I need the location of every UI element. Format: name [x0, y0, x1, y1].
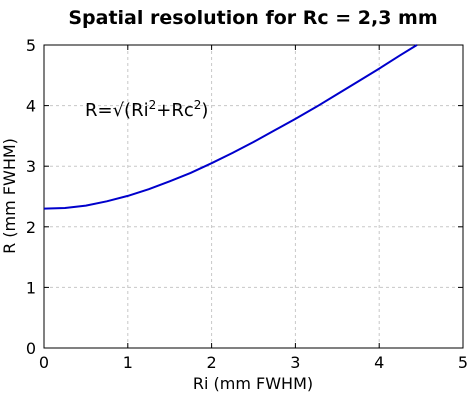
plot-frame — [43, 44, 464, 349]
y-tick-label: 5 — [26, 36, 36, 55]
series-line-r — [43, 44, 418, 210]
axis-ticks: 0 1 2 3 4 5 0 1 2 3 4 5 — [26, 36, 468, 372]
y-tick-label: 2 — [26, 218, 36, 237]
chart-title: Spatial resolution for Rc = 2,3 mm — [68, 7, 437, 29]
y-tick-label: 3 — [26, 157, 36, 176]
x-tick-label: 0 — [39, 353, 49, 372]
x-tick-label: 3 — [290, 353, 300, 372]
formula-annotation: R=√(Ri2+Rc2) — [85, 98, 208, 121]
y-tick-label: 0 — [26, 339, 36, 358]
grid-lines — [44, 45, 463, 348]
x-tick-label: 5 — [458, 353, 468, 372]
y-tick-label: 4 — [26, 97, 36, 116]
x-tick-label: 4 — [374, 353, 384, 372]
y-axis-label: R (mm FWHM) — [0, 138, 19, 254]
x-tick-label: 2 — [207, 353, 217, 372]
x-axis-label: Ri (mm FWHM) — [193, 374, 313, 393]
y-tick-label: 1 — [26, 278, 36, 297]
x-tick-label: 1 — [123, 353, 133, 372]
